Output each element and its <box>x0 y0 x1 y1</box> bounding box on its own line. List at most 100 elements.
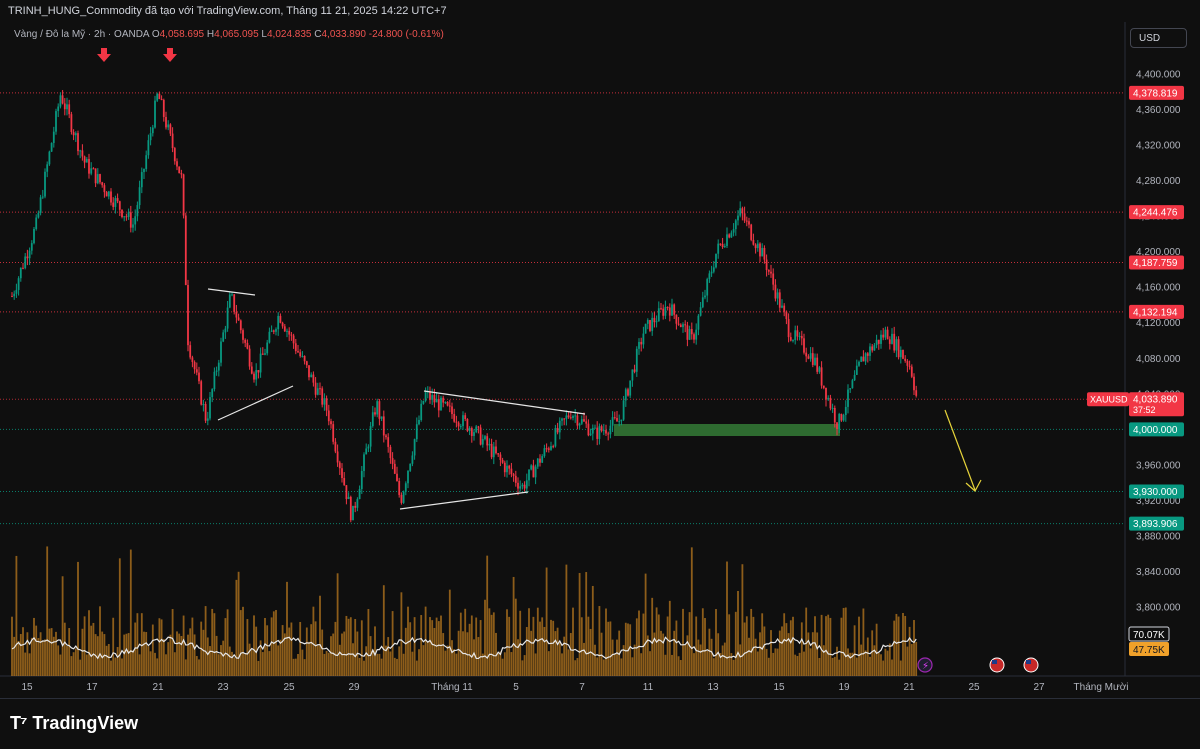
candle-body <box>902 349 904 359</box>
volume-bar <box>699 644 702 676</box>
candle-body <box>217 362 220 371</box>
volume-bar <box>602 659 605 676</box>
volume-bar <box>563 636 566 676</box>
volume-bar <box>690 547 693 676</box>
candle-body <box>398 480 401 495</box>
volume-bar <box>264 617 266 676</box>
volume-bar <box>904 615 907 676</box>
candle-body <box>380 416 383 419</box>
candle-body <box>404 483 407 492</box>
symbol-legend: Vàng / Đô la Mỹ · 2h · OANDA O4,058.695 … <box>14 29 444 40</box>
volume-bar <box>490 614 493 676</box>
time-tick-label: 7 <box>579 682 585 693</box>
candle-body <box>536 458 539 467</box>
candle-body <box>330 421 332 425</box>
tradingview-logo[interactable]: T⁷ TradingView <box>10 713 138 734</box>
volume-bar <box>752 616 755 676</box>
candle-body <box>165 116 167 128</box>
chart-area[interactable]: Vàng / Đô la Mỹ · 2h · OANDA O4,058.695 … <box>0 22 1200 698</box>
price-chart-svg[interactable]: ⚡ 4,400.0004,360.0004,320.0004,280.0004,… <box>0 22 1200 698</box>
candle-body <box>708 273 711 280</box>
volume-bar <box>765 648 768 676</box>
candle-body <box>858 361 860 366</box>
volume-bar <box>792 616 794 676</box>
volume-bar <box>838 659 841 676</box>
volume-bar <box>246 619 249 676</box>
volume-bar <box>96 636 99 676</box>
volume-bar <box>710 638 713 676</box>
volume-ma-tag <box>1128 626 1170 642</box>
volume-bar <box>558 642 561 676</box>
volume-bar <box>899 660 902 676</box>
volume-bar <box>253 615 255 676</box>
candle-body <box>143 168 145 173</box>
volume-bar <box>145 632 148 676</box>
level-price-label: 4,000.000 <box>1133 425 1178 436</box>
volume-bar <box>250 650 253 676</box>
volume-bar <box>739 644 742 676</box>
candle-body <box>781 305 783 308</box>
price-axis[interactable]: 4,400.000 4,360.000 4,320.000 4,280.000 4,24… <box>1087 70 1184 657</box>
candle-body <box>57 106 60 112</box>
candle-body <box>530 465 533 470</box>
volume-ma-line <box>11 636 917 660</box>
time-axis[interactable]: 15 17 21 23 25 29 Tháng 11 5 7 11 13 15 19 21 25 27 Thán… <box>21 682 1128 693</box>
volume-bar <box>884 648 887 676</box>
volume-bar <box>528 608 530 676</box>
volume-bar <box>708 628 711 676</box>
candle-body <box>882 334 885 338</box>
candle-body <box>473 432 475 436</box>
change-value: -24.800 (-0.61%) <box>368 29 444 40</box>
volume-bar <box>532 616 535 676</box>
time-tick-label: Tháng Mười <box>1074 682 1129 693</box>
volume-bar <box>594 644 596 676</box>
candle-body <box>310 374 313 378</box>
candle-body <box>233 294 236 312</box>
candle-body <box>114 198 117 207</box>
volume-bar <box>371 649 374 676</box>
volume-bar <box>877 652 880 676</box>
volume-bar <box>266 625 269 676</box>
volume-bar <box>569 633 572 676</box>
volume-bar <box>286 581 288 676</box>
volume-bar <box>743 622 746 676</box>
volume-bar <box>413 617 416 676</box>
volume-bar <box>187 634 189 676</box>
candle-body <box>222 332 225 342</box>
candle-body <box>809 353 812 359</box>
drawings[interactable]: ⚡ <box>97 48 1039 673</box>
volume-bar <box>624 622 627 676</box>
volume-bar <box>206 637 209 676</box>
candle-body <box>844 406 847 416</box>
candle-body <box>237 317 240 321</box>
support-zone[interactable] <box>614 424 840 436</box>
candle-body <box>275 329 277 332</box>
volume-bar <box>525 627 528 676</box>
volume-bar <box>803 651 805 676</box>
volume-bar <box>198 659 200 676</box>
candle-body <box>668 307 671 316</box>
candle-body <box>48 151 51 165</box>
candle-body <box>561 418 563 421</box>
volume-bar <box>308 641 310 676</box>
volume-bar <box>448 589 451 676</box>
candle-body <box>63 103 66 110</box>
candle-body <box>138 187 141 206</box>
candle-body <box>838 413 841 429</box>
volume-bar <box>481 653 484 676</box>
candle-body <box>675 314 678 324</box>
volume-bar <box>495 632 497 676</box>
volume-bar <box>666 616 669 676</box>
candle-body <box>154 100 156 128</box>
candle-body <box>910 366 913 377</box>
candle-body <box>765 259 768 270</box>
candle-body <box>66 104 68 110</box>
volume-bar <box>136 613 139 676</box>
candle-body <box>85 158 88 163</box>
level-price-tag <box>1129 205 1184 220</box>
volume-bar <box>475 617 478 676</box>
currency-button[interactable]: USD <box>1130 28 1187 48</box>
candle-body <box>17 278 20 290</box>
volume-bar <box>11 616 13 676</box>
candle-body <box>851 380 854 389</box>
